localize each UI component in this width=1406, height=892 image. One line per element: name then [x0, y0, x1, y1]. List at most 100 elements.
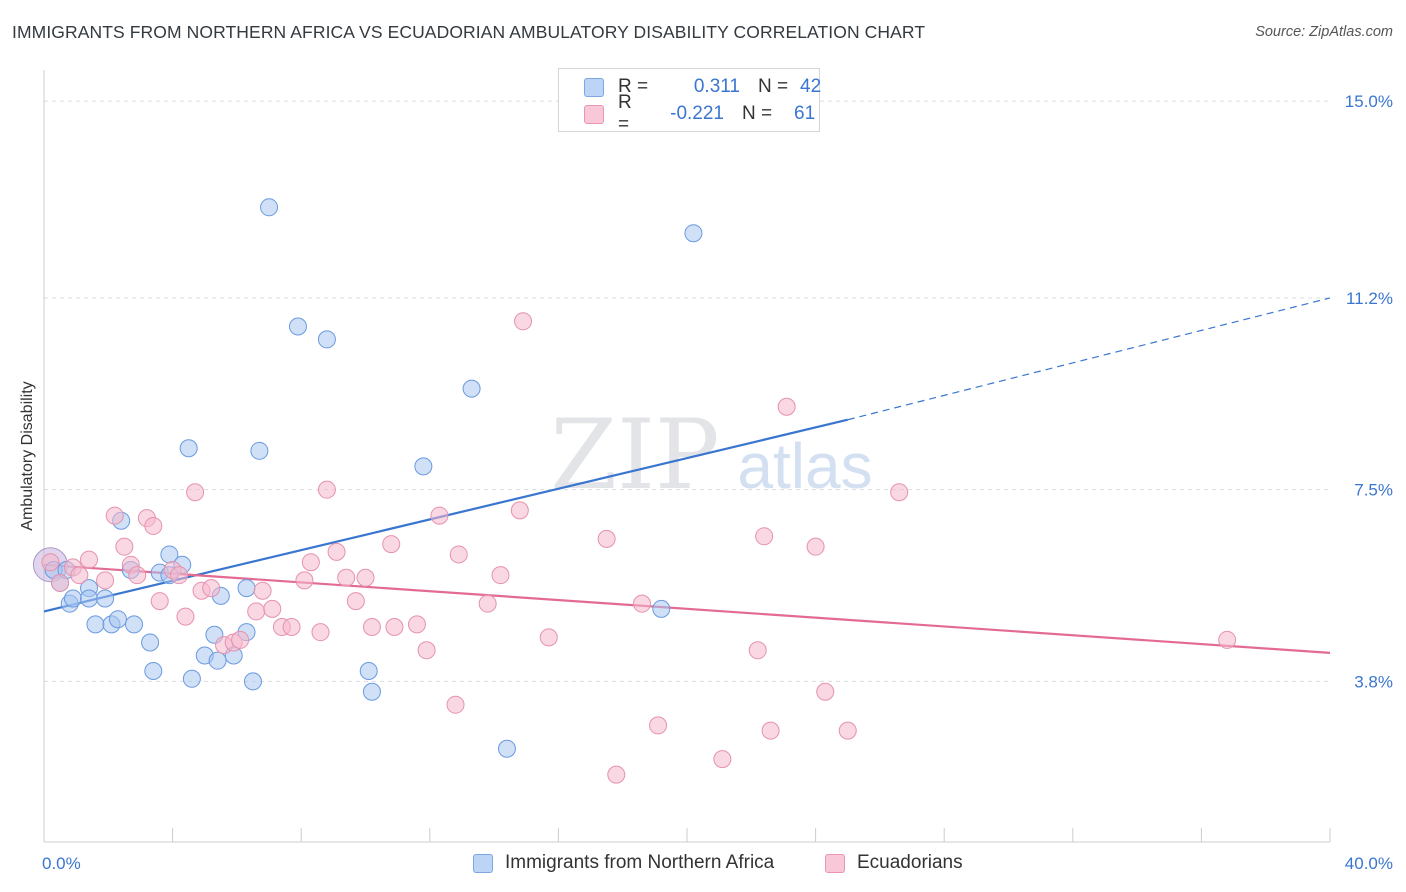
point-ecuadorian [539, 628, 558, 647]
point-northern-africa [179, 439, 198, 458]
point-ecuadorian [748, 641, 767, 660]
point-ecuadorian [282, 617, 301, 636]
correlation-legend: R = 0.311 N = 42 R = -0.221 N = 61 [558, 68, 821, 135]
point-ecuadorian [755, 527, 774, 546]
point-ecuadorian [761, 721, 780, 740]
n-label: N = [742, 103, 773, 124]
r-value: -0.221 [670, 103, 724, 124]
point-ecuadorian [247, 602, 266, 621]
point-ecuadorian [176, 607, 195, 626]
point-ecuadorian [890, 483, 909, 502]
series-swatch-pink [825, 853, 845, 873]
point-ecuadorian [80, 550, 99, 569]
gridlines [44, 100, 1330, 682]
point-northern-africa [144, 662, 163, 681]
point-ecuadorian [327, 542, 346, 561]
legend-swatch-blue [584, 77, 604, 97]
point-ecuadorian [777, 397, 796, 416]
n-value: 42 [800, 76, 822, 97]
point-ecuadorian [186, 483, 205, 502]
point-northern-africa [86, 615, 105, 634]
point-ecuadorian [385, 617, 404, 636]
point-ecuadorian [202, 579, 221, 598]
chart-title: IMMIGRANTS FROM NORTHERN AFRICA VS ECUAD… [12, 22, 926, 42]
data-points [32, 198, 1237, 784]
point-ecuadorian [170, 566, 189, 585]
point-ecuadorian [449, 545, 468, 564]
point-ecuadorian [632, 594, 651, 613]
point-northern-africa [462, 379, 481, 398]
y-tick-label: 15.0% [1345, 92, 1393, 111]
point-northern-africa [684, 224, 703, 243]
point-ecuadorian [346, 592, 365, 611]
x-tick-label: 0.0% [42, 854, 81, 873]
point-northern-africa [359, 662, 378, 681]
point-ecuadorian [446, 695, 465, 714]
series-name-pink: Ecuadorians [857, 852, 963, 873]
point-ecuadorian [407, 615, 426, 634]
point-ecuadorian [607, 765, 626, 784]
r-label: R = [618, 76, 649, 97]
series-name-blue: Immigrants from Northern Africa [505, 852, 775, 873]
point-ecuadorian [806, 537, 825, 556]
point-ecuadorian [263, 599, 282, 618]
point-northern-africa [141, 633, 160, 652]
point-northern-africa [63, 589, 82, 608]
point-ecuadorian [144, 516, 163, 535]
point-ecuadorian [430, 506, 449, 525]
point-ecuadorian [491, 566, 510, 585]
point-northern-africa [243, 672, 262, 691]
point-ecuadorian [649, 716, 668, 735]
point-ecuadorian [295, 571, 314, 590]
point-ecuadorian [311, 623, 330, 642]
point-ecuadorian [362, 617, 381, 636]
series-swatch-blue [473, 853, 493, 873]
point-ecuadorian [96, 571, 115, 590]
point-ecuadorian [317, 480, 336, 499]
y-tick-label: 11.2% [1346, 289, 1393, 308]
n-value: 61 [794, 103, 816, 124]
point-ecuadorian [417, 641, 436, 660]
tick-labels: 3.8% 7.5% 11.2% 15.0% 0.0% 40.0% [42, 92, 1393, 873]
point-ecuadorian [301, 553, 320, 572]
point-ecuadorian [105, 506, 124, 525]
point-northern-africa [362, 682, 381, 701]
legend-row-pink: R = -0.221 N = 61 [584, 92, 816, 135]
y-tick-label: 7.5% [1354, 481, 1393, 500]
point-northern-africa [250, 441, 269, 460]
point-northern-africa [237, 579, 256, 598]
point-ecuadorian [41, 553, 60, 572]
point-northern-africa [182, 669, 201, 688]
point-ecuadorian [337, 568, 356, 587]
axes [43, 70, 1331, 843]
point-ecuadorian [231, 630, 250, 649]
r-value: 0.311 [693, 76, 740, 97]
x-tick-label: 40.0% [1345, 854, 1393, 873]
point-ecuadorian [382, 535, 401, 554]
point-northern-africa [96, 589, 115, 608]
point-northern-africa [260, 198, 279, 217]
series-legend-blue: Immigrants from Northern Africa [473, 852, 774, 874]
point-northern-africa [208, 651, 227, 670]
point-ecuadorian [70, 566, 89, 585]
point-northern-africa [108, 610, 127, 629]
source-credit: Source: ZipAtlas.com [1255, 24, 1393, 40]
point-ecuadorian [816, 682, 835, 701]
n-label: N = [758, 76, 789, 97]
point-ecuadorian [51, 573, 70, 592]
trend-line-blue-projection [847, 297, 1331, 421]
r-label: R = [618, 92, 632, 135]
point-northern-africa [80, 589, 99, 608]
point-ecuadorian [597, 529, 616, 548]
y-tick-label: 3.8% [1354, 672, 1393, 691]
point-ecuadorian [128, 566, 147, 585]
point-ecuadorian [150, 592, 169, 611]
point-ecuadorian [253, 581, 272, 600]
point-northern-africa [414, 457, 433, 476]
point-ecuadorian [1218, 630, 1237, 649]
legend-row-blue: R = 0.311 N = 42 [584, 75, 821, 99]
point-ecuadorian [514, 312, 533, 331]
point-northern-africa [288, 317, 307, 336]
point-ecuadorian [478, 594, 497, 613]
